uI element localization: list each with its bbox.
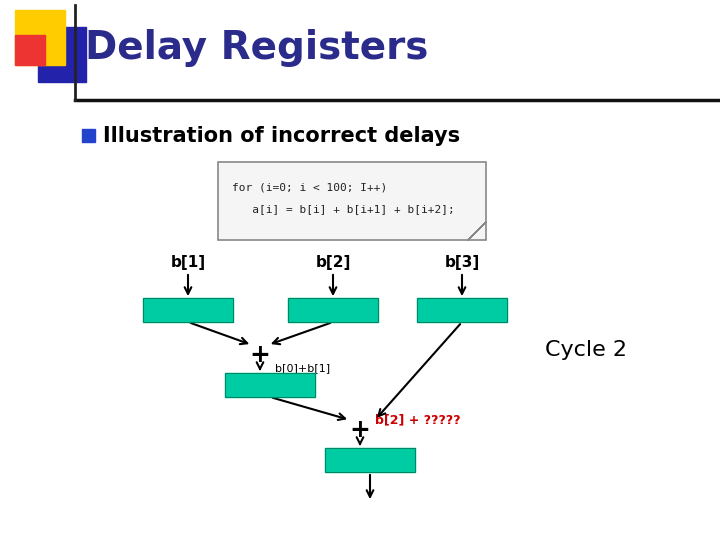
- Bar: [225, 373, 315, 397]
- Polygon shape: [468, 222, 486, 240]
- Bar: [288, 298, 378, 322]
- Text: +: +: [350, 418, 370, 442]
- Text: a[i] = b[i] + b[i+1] + b[i+2];: a[i] = b[i] + b[i+1] + b[i+2];: [232, 204, 455, 214]
- Text: Delay Registers: Delay Registers: [85, 29, 428, 67]
- Bar: [288, 298, 378, 322]
- Bar: [82, 129, 95, 142]
- Bar: [38, 27, 86, 82]
- Bar: [417, 298, 507, 322]
- Text: b[2] + ?????: b[2] + ?????: [375, 413, 461, 426]
- Text: b[3]: b[3]: [444, 255, 480, 270]
- Text: b[0]+b[1]: b[0]+b[1]: [275, 363, 330, 373]
- Text: b[1]: b[1]: [171, 255, 206, 270]
- Text: +: +: [250, 343, 271, 367]
- Bar: [325, 448, 415, 472]
- Text: for (i=0; i < 100; I++): for (i=0; i < 100; I++): [232, 182, 387, 192]
- Text: Cycle 2: Cycle 2: [545, 340, 627, 360]
- Text: Illustration of incorrect delays: Illustration of incorrect delays: [103, 126, 460, 146]
- Bar: [325, 448, 415, 472]
- Bar: [143, 298, 233, 322]
- Text: b[2]: b[2]: [315, 255, 351, 270]
- Bar: [225, 373, 315, 397]
- Bar: [417, 298, 507, 322]
- Bar: [218, 162, 486, 240]
- Bar: [143, 298, 233, 322]
- Bar: [15, 10, 65, 65]
- Bar: [15, 35, 45, 65]
